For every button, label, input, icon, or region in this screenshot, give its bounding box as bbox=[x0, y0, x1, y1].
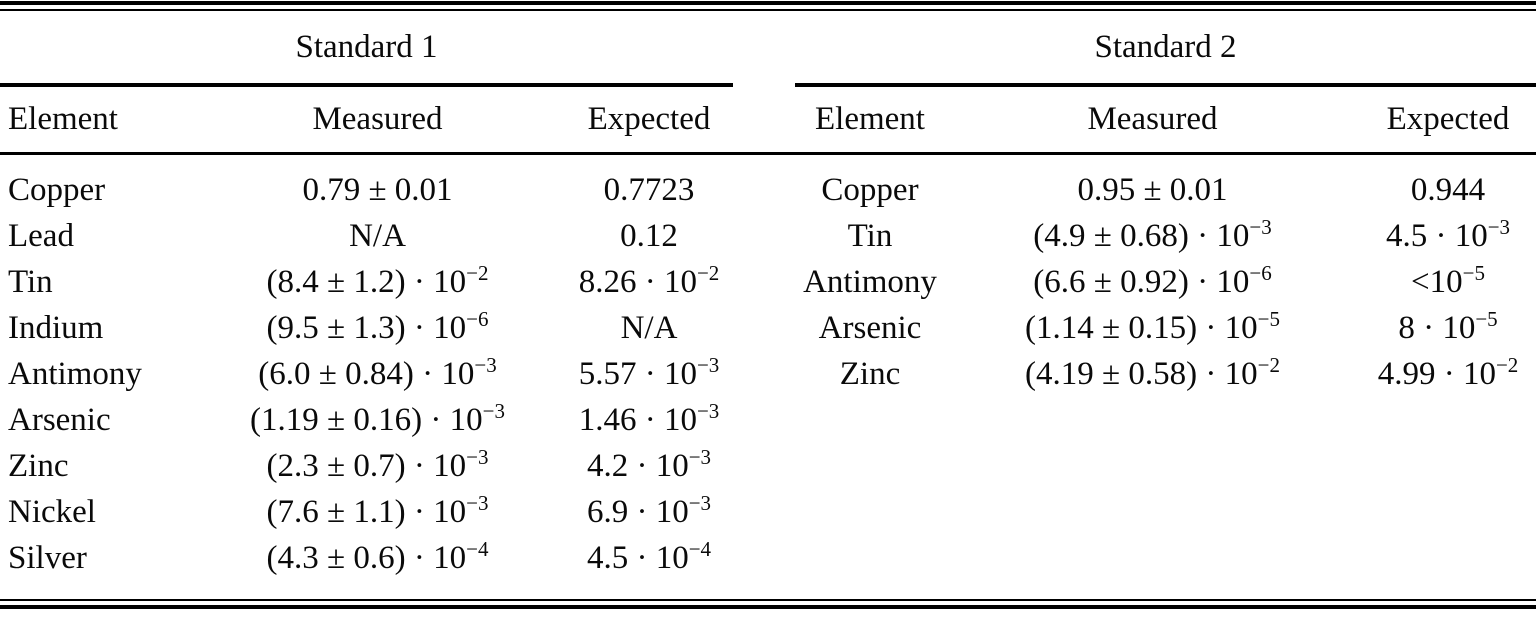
element-cell: Lead bbox=[8, 217, 74, 254]
expected-value: 4.5 · 10−3 bbox=[1385, 214, 1511, 254]
table-row: Nickel (7.6 ± 1.1) · 10−3 6.9 · 10−3 bbox=[0, 489, 733, 535]
expected-value: 4.2 · 10−3 bbox=[586, 444, 712, 484]
element-cell: Copper bbox=[821, 171, 919, 208]
table-row: Tin (4.9 ± 0.68) · 10−3 4.5 · 10−3 bbox=[795, 213, 1536, 259]
element-cell: Nickel bbox=[8, 493, 96, 530]
measured-value: (6.6 ± 0.92) · 10−6 bbox=[1033, 260, 1272, 300]
column-gap bbox=[733, 83, 795, 87]
expected-value: N/A bbox=[620, 309, 678, 346]
measured-value: (4.3 ± 0.6) · 10−4 bbox=[266, 536, 489, 576]
bottom-rule-thick bbox=[0, 605, 1536, 609]
measured-value: (4.9 ± 0.68) · 10−3 bbox=[1033, 214, 1272, 254]
table-row: Lead N/A 0.12 bbox=[0, 213, 733, 259]
table-row: Indium (9.5 ± 1.3) · 10−6 N/A bbox=[0, 305, 733, 351]
expected-value: 4.5 · 10−4 bbox=[586, 536, 712, 576]
element-cell: Zinc bbox=[8, 447, 69, 484]
spanner-rules bbox=[0, 83, 1536, 87]
element-cell: Silver bbox=[8, 539, 87, 576]
table-row: Copper 0.95 ± 0.01 0.944 bbox=[795, 167, 1536, 213]
standard2-rows: Copper 0.95 ± 0.01 0.944 Tin (4.9 ± 0.68) · … bbox=[795, 167, 1536, 581]
top-rule-thin bbox=[0, 9, 1536, 11]
column-header-measured: Measured bbox=[1087, 101, 1218, 137]
element-cell: Arsenic bbox=[818, 309, 922, 346]
expected-value: 8 · 10−5 bbox=[1398, 306, 1498, 346]
measured-value: (1.19 ± 0.16) · 10−3 bbox=[250, 398, 505, 438]
element-cell: Copper bbox=[8, 171, 106, 208]
measured-value: (7.6 ± 1.1) · 10−3 bbox=[266, 490, 489, 530]
standard1-rows: Copper 0.79 ± 0.01 0.7723 Lead N/A 0.12 Tin (8.… bbox=[0, 167, 733, 581]
element-cell: Zinc bbox=[839, 355, 901, 392]
element-cell: Indium bbox=[8, 309, 104, 346]
table-row: Arsenic (1.14 ± 0.15) · 10−5 8 · 10−5 bbox=[795, 305, 1536, 351]
standard2-spanner-rule bbox=[795, 83, 1536, 87]
expected-value: 0.7723 bbox=[603, 171, 695, 208]
table-row: Tin (8.4 ± 1.2) · 10−2 8.26 · 10−2 bbox=[0, 259, 733, 305]
top-rule-thick bbox=[0, 1, 1536, 5]
measured-value: (6.0 ± 0.84) · 10−3 bbox=[258, 352, 497, 392]
results-table: Standard 1 Standard 2 Element Measured E… bbox=[0, 1, 1536, 609]
table-row: Antimony (6.6 ± 0.92) · 10−6 <10−5 bbox=[795, 259, 1536, 305]
element-cell: Antimony bbox=[803, 263, 937, 300]
expected-value: 8.26 · 10−2 bbox=[578, 260, 720, 300]
column-header-element: Element bbox=[815, 101, 925, 137]
table-row: Copper 0.79 ± 0.01 0.7723 bbox=[0, 167, 733, 213]
column-header-measured: Measured bbox=[312, 101, 443, 137]
column-header-expected: Expected bbox=[1386, 101, 1510, 137]
header-row: Element Measured Expected Element Measur… bbox=[0, 87, 1536, 152]
expected-value: 5.57 · 10−3 bbox=[578, 352, 720, 392]
measured-value: 0.95 ± 0.01 bbox=[1077, 171, 1228, 208]
expected-value: 4.99 · 10−2 bbox=[1377, 352, 1519, 392]
measured-value: N/A bbox=[349, 217, 406, 254]
measured-value: (8.4 ± 1.2) · 10−2 bbox=[266, 260, 489, 300]
measured-value: (1.14 ± 0.15) · 10−5 bbox=[1025, 306, 1280, 346]
column-header-expected: Expected bbox=[587, 101, 711, 137]
spanner-row: Standard 1 Standard 2 bbox=[0, 11, 1536, 83]
measured-value: 0.79 ± 0.01 bbox=[302, 171, 453, 208]
table-row: Antimony (6.0 ± 0.84) · 10−3 5.57 · 10−3 bbox=[0, 351, 733, 397]
expected-value: <10−5 bbox=[1411, 260, 1485, 300]
bottom-rule-thin bbox=[0, 599, 1536, 601]
element-cell: Tin bbox=[8, 263, 53, 300]
expected-value: 0.12 bbox=[620, 217, 678, 254]
measured-value: (2.3 ± 0.7) · 10−3 bbox=[266, 444, 489, 484]
table-row: Arsenic (1.19 ± 0.16) · 10−3 1.46 · 10−3 bbox=[0, 397, 733, 443]
expected-value: 0.944 bbox=[1410, 171, 1486, 208]
measured-value: (4.19 ± 0.58) · 10−2 bbox=[1025, 352, 1280, 392]
table-row: Silver (4.3 ± 0.6) · 10−4 4.5 · 10−4 bbox=[0, 535, 733, 581]
expected-value: 1.46 · 10−3 bbox=[578, 398, 720, 438]
table-row: Zinc (2.3 ± 0.7) · 10−3 4.2 · 10−3 bbox=[0, 443, 733, 489]
standard2-title: Standard 2 bbox=[1094, 28, 1237, 65]
header-bottom-rule bbox=[0, 152, 1536, 155]
column-gap bbox=[733, 167, 795, 581]
table-row: Zinc (4.19 ± 0.58) · 10−2 4.99 · 10−2 bbox=[795, 351, 1536, 397]
element-cell: Antimony bbox=[8, 355, 142, 392]
element-cell: Arsenic bbox=[8, 401, 111, 438]
column-header-element: Element bbox=[8, 101, 118, 137]
element-cell: Tin bbox=[847, 217, 893, 254]
table-body: Copper 0.79 ± 0.01 0.7723 Lead N/A 0.12 Tin (8.… bbox=[0, 155, 1536, 581]
measured-value: (9.5 ± 1.3) · 10−6 bbox=[266, 306, 489, 346]
expected-value: 6.9 · 10−3 bbox=[586, 490, 712, 530]
standard1-spanner-rule bbox=[0, 83, 733, 87]
standard1-title: Standard 1 bbox=[295, 28, 438, 65]
